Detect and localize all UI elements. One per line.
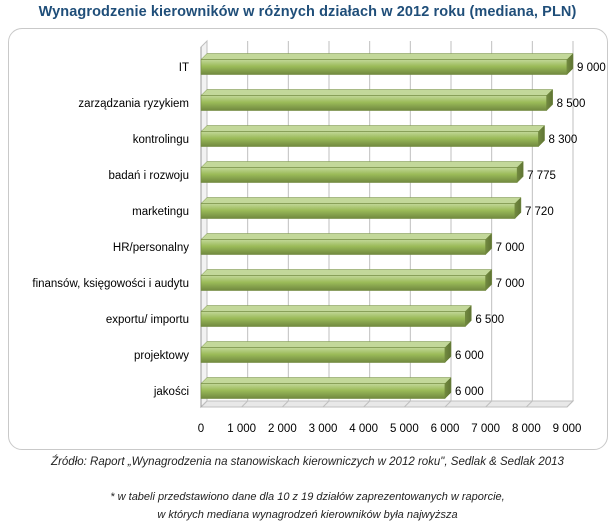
floor-tick [525,400,533,408]
value-label: 7 000 [496,278,525,290]
bar-top [200,269,493,276]
floor-tick [363,400,371,408]
bar [200,59,568,75]
floor-tick [403,400,411,408]
bar-end [444,376,452,400]
x-tick-label: 0 [198,423,204,435]
x-tick-label: 7 000 [471,423,500,435]
floor-tick [444,400,452,408]
bar-top [200,233,493,240]
bar-end [516,160,524,184]
x-tick-label: 4 000 [349,423,378,435]
x-tick-label: 9 000 [553,423,582,435]
x-tick-label: 1 000 [227,423,256,435]
category-label: marketingu [132,206,189,218]
value-label: 7 775 [527,170,556,182]
bar [200,311,466,327]
x-tick-label: 2 000 [268,423,297,435]
bar [200,203,516,219]
bar-end [485,232,492,256]
bar-chart: 0 1 000 2 000 3 000 4 000 5 000 6 000 7 000 8 00… [32,39,606,435]
bar-top [200,161,524,168]
bar-end [514,196,522,220]
bar [200,383,446,399]
x-tick-label: 3 000 [309,423,338,435]
value-label: 8 300 [549,134,578,146]
bar-top [200,53,574,60]
category-label: HR/personalny [113,242,189,254]
category-label: zarządzania ryzykiem [78,98,189,110]
x-tick-label: 5 000 [390,423,419,435]
bar-top [200,341,452,348]
value-label: 6 000 [455,350,484,362]
chart-title: Wynagrodzenie kierowników w różnych dzia… [38,4,577,20]
bar-end [465,304,472,328]
floor-tick [322,400,330,408]
bar-end [538,124,545,148]
floor-tick [200,400,208,408]
bar-top [200,125,546,132]
bar [200,167,518,183]
value-label: 6 000 [455,386,484,398]
bar-end [546,88,553,112]
x-tick-label: 6 000 [431,423,460,435]
floor-tick [566,400,574,408]
chart-frame: 0 1 000 2 000 3 000 4 000 5 000 6 000 7 000 8 00… [8,28,608,450]
bar-top [200,305,472,312]
value-label: 7 720 [525,206,554,218]
category-label: jakości [153,386,189,398]
floor-tick [241,400,249,408]
bar-top [200,89,554,96]
floor-tick [485,400,493,408]
floor-tick [281,400,289,408]
x-tick-label: 8 000 [512,423,541,435]
bar [200,131,539,147]
value-label: 9 000 [577,62,606,74]
bar-top [200,197,522,204]
bar-top [200,377,452,384]
category-label: projektowy [134,350,189,362]
category-label: kontrolingu [133,134,189,146]
plot-floor [199,400,575,408]
category-label: IT [179,62,189,74]
category-label: exportu/ importu [106,314,189,326]
bar [200,275,486,291]
bar [200,239,486,255]
source-caption: Źródło: Raport „Wynagrodzenia na stanowi… [51,456,564,468]
footnote-line-2: w których mediana wynagrodzeń kierownikó… [157,509,458,521]
category-label: badań i rozwoju [108,170,189,182]
category-label: finansów, księgowości i audytu [32,278,189,290]
bar-end [444,340,452,364]
value-label: 8 500 [557,98,586,110]
bar-end [566,52,574,76]
bar-end [485,268,492,292]
bar [200,347,446,363]
value-label: 7 000 [496,242,525,254]
footnote-line-1: * w tabeli przedstawiono dane dla 10 z 1… [110,491,505,503]
value-label: 6 500 [475,314,504,326]
bar [200,95,547,111]
